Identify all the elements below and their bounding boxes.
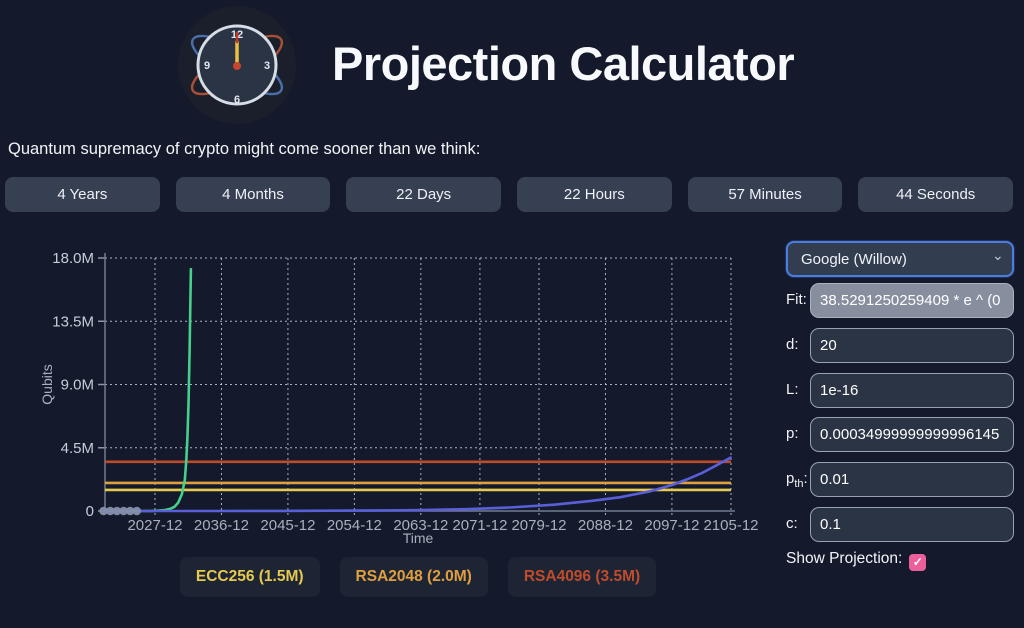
clock-numeral-9: 9 xyxy=(204,60,210,72)
y-tick-label: 9.0M xyxy=(61,377,94,394)
field-input-p[interactable] xyxy=(810,417,1014,452)
y-tick-label: 18.0M xyxy=(52,250,94,267)
field-label-fit: Fit: xyxy=(786,291,807,308)
chart-container: 0 4.5M 9.0M 13.5M 18.0M 2027-12 2036-12 2045-12… xyxy=(0,240,770,558)
app-logo: 12 3 6 9 xyxy=(176,4,298,131)
field-label-L: L: xyxy=(786,381,799,398)
clock-numeral-3: 3 xyxy=(264,60,270,72)
x-tick-label: 2027-12 xyxy=(127,517,182,534)
x-tick-label: 2045-12 xyxy=(260,517,315,534)
data-point xyxy=(132,506,142,516)
countdown-button-hours[interactable]: 22 Hours xyxy=(517,177,672,212)
countdown-button-months[interactable]: 4 Months xyxy=(175,177,331,212)
field-label-c: c: xyxy=(786,515,798,532)
chart-legend: ECC256 (1.5M) RSA2048 (2.0M) RSA4096 (3.5M… xyxy=(105,557,731,597)
show-projection-label: Show Projection: xyxy=(786,550,903,567)
subtitle-text: Quantum supremacy of crypto might come s… xyxy=(8,140,481,158)
x-tick-label: 2054-12 xyxy=(327,517,382,534)
projection-curve xyxy=(102,456,732,513)
x-tick-label: 2079-12 xyxy=(511,517,566,534)
y-axis-title: Qubits xyxy=(39,364,55,404)
page-title: Projection Calculator xyxy=(332,37,795,90)
x-tick-label: 2071-12 xyxy=(452,517,507,534)
field-input-pth[interactable] xyxy=(810,462,1014,497)
field-label-pth: pth: xyxy=(786,470,808,490)
legend-button-rsa4096[interactable]: RSA4096 (3.5M) xyxy=(507,557,657,597)
exponential-fit-curve xyxy=(139,267,193,513)
field-label-d: d: xyxy=(786,336,799,353)
countdown-button-minutes[interactable]: 57 Minutes xyxy=(687,177,843,212)
clock-numeral-6: 6 xyxy=(234,94,240,106)
field-row-c: c: xyxy=(786,507,1014,542)
legend-button-rsa2048[interactable]: RSA2048 (2.0M) xyxy=(339,557,488,597)
countdown-button-seconds[interactable]: 44 Seconds xyxy=(858,177,1014,212)
field-input-d[interactable] xyxy=(810,328,1014,363)
data-point xyxy=(125,506,135,516)
clock-center-dot xyxy=(233,62,241,70)
show-projection-row: Show Projection: ✓ xyxy=(786,550,927,571)
y-tick-label: 4.5M xyxy=(61,440,94,457)
field-row-pth: pth: xyxy=(786,462,1014,497)
data-point xyxy=(119,506,128,516)
data-point xyxy=(112,506,122,516)
x-tick-label: 2036-12 xyxy=(194,517,249,534)
x-tick-label: 2105-12 xyxy=(703,517,758,534)
x-tick-label: 2063-12 xyxy=(393,517,448,534)
y-tick-label: 13.5M xyxy=(52,313,94,330)
field-input-L[interactable] xyxy=(810,373,1014,408)
field-input-c[interactable] xyxy=(810,507,1014,542)
field-row-p: p: xyxy=(786,417,1014,452)
field-row-L: L: xyxy=(786,373,1014,408)
machine-select[interactable]: Google (Willow) xyxy=(786,241,1014,277)
field-label-p: p: xyxy=(786,425,799,442)
x-tick-label: 2088-12 xyxy=(578,517,633,534)
data-point xyxy=(99,506,108,516)
qubits-chart: 0 4.5M 9.0M 13.5M 18.0M 2027-12 2036-12 2045-12… xyxy=(39,250,759,546)
x-axis-title: Time xyxy=(403,530,434,546)
field-row-fit: Fit: xyxy=(786,283,1014,318)
x-tick-label: 2097-12 xyxy=(644,517,699,534)
y-tick-label: 0 xyxy=(86,503,94,520)
clock-orbit-icon: 12 3 6 9 xyxy=(178,6,296,124)
legend-button-ecc256[interactable]: ECC256 (1.5M) xyxy=(179,557,320,597)
countdown-button-years[interactable]: 4 Years xyxy=(5,177,160,212)
field-row-d: d: xyxy=(786,328,1014,363)
countdown-button-days[interactable]: 22 Days xyxy=(346,177,502,212)
show-projection-checkbox[interactable]: ✓ xyxy=(909,554,927,571)
countdown-row: 4 Years 4 Months 22 Days 22 Hours 57 Minutes… xyxy=(5,177,1014,212)
field-input-fit[interactable] xyxy=(810,283,1014,318)
data-point xyxy=(106,506,115,516)
